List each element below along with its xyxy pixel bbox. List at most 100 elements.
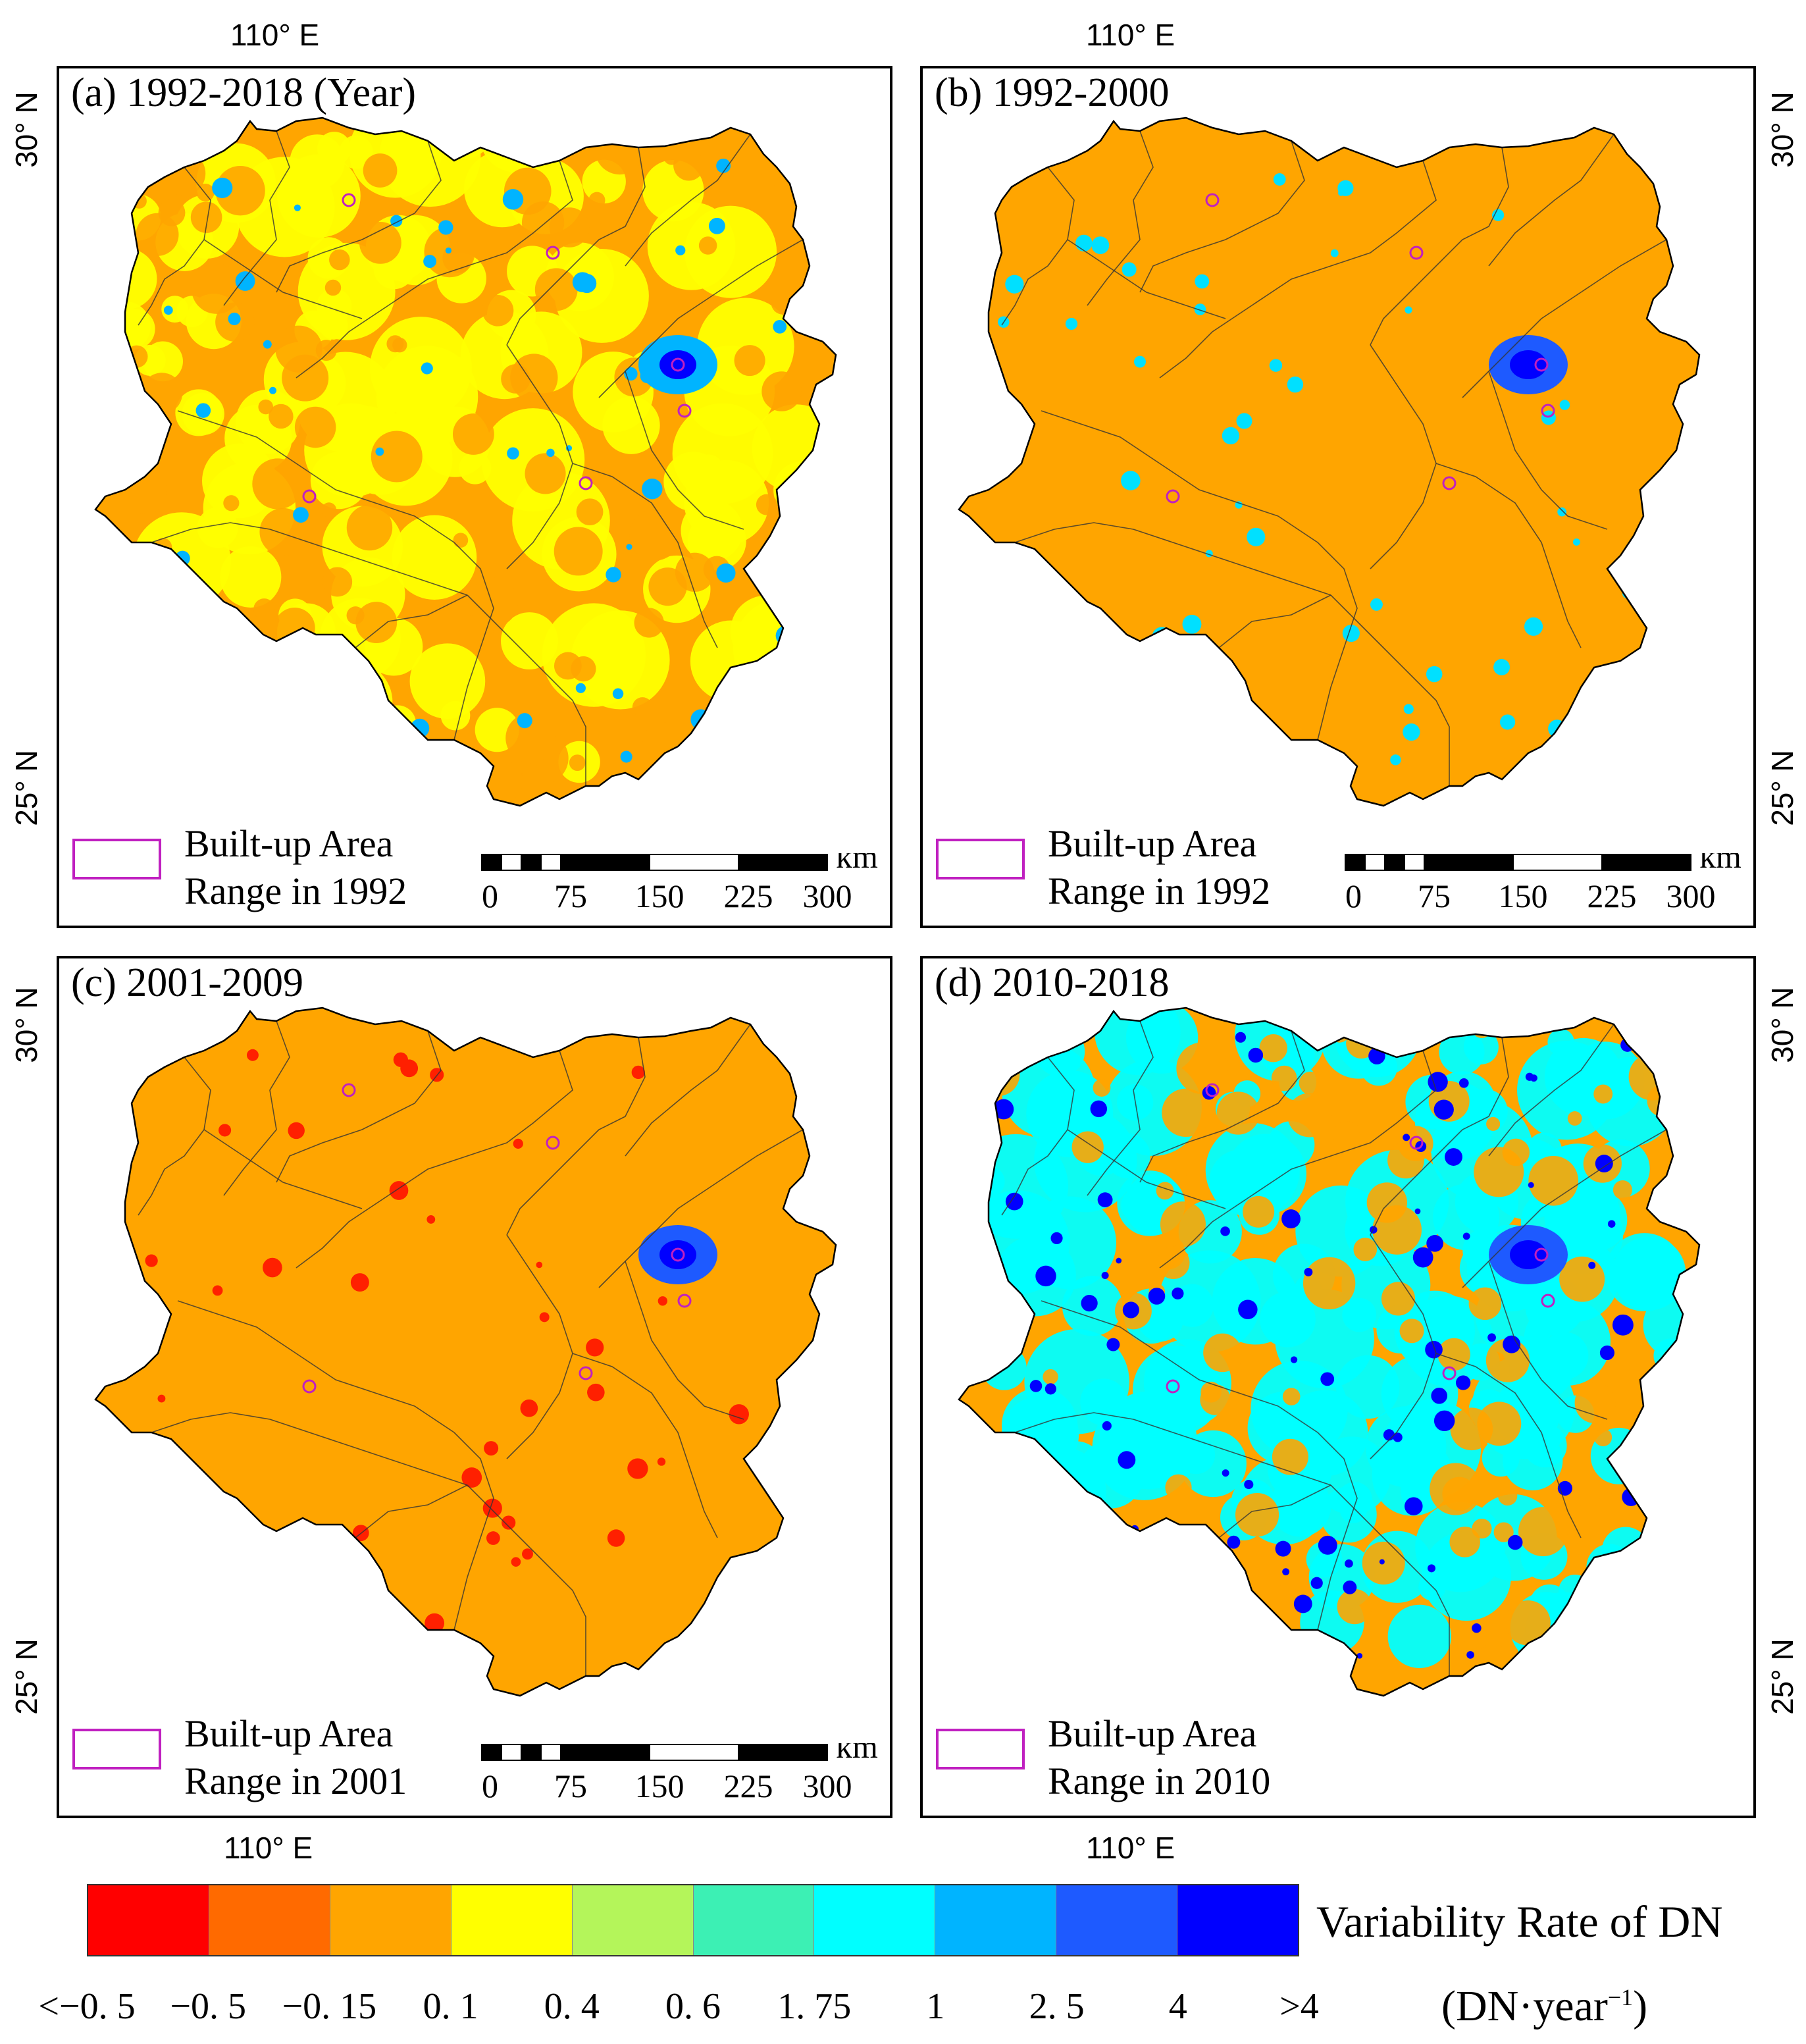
raster-patch — [1172, 1168, 1187, 1183]
raster-patch — [1243, 1195, 1275, 1228]
raster-patch — [376, 346, 478, 448]
hotspot — [1405, 306, 1412, 314]
hotspot — [445, 1646, 462, 1664]
county-border — [1370, 147, 1509, 346]
hotspot — [1455, 1375, 1471, 1390]
raster-patch — [1158, 1250, 1261, 1353]
hotspot — [294, 204, 301, 211]
panel-title: (a) 1992-2018 (Year) — [71, 70, 417, 115]
raster-patch — [161, 151, 206, 196]
hotspot — [1290, 1356, 1298, 1363]
built-up-legend-swatch — [72, 839, 161, 879]
hotspot — [1525, 1072, 1534, 1081]
county-border — [203, 239, 363, 319]
hotspot — [1403, 723, 1420, 741]
raster-patch — [1259, 1034, 1287, 1062]
hotspot — [1189, 706, 1207, 724]
colorbar-cell — [451, 1885, 573, 1955]
raster-patch — [192, 763, 222, 793]
hotspot — [1182, 614, 1202, 634]
county-border — [414, 515, 494, 741]
raster-patch — [1017, 1638, 1055, 1676]
hotspot — [513, 1138, 523, 1149]
built-up-outline — [677, 1294, 692, 1308]
hotspot — [1426, 1234, 1443, 1252]
raster-patch — [224, 673, 326, 775]
scale-tick-label: 0 — [482, 878, 498, 914]
hotspot — [281, 762, 298, 779]
raster-patch — [1240, 1625, 1308, 1692]
raster-patch — [1162, 1088, 1210, 1138]
raster-patch — [1612, 1180, 1632, 1200]
county-border — [1139, 1030, 1305, 1183]
raster-patch — [974, 1637, 1003, 1666]
hotspot — [1370, 598, 1383, 611]
raster-patch — [981, 1345, 1027, 1390]
lat-label-right-d-north: 30° N — [1765, 987, 1799, 1063]
raster-patch — [215, 165, 265, 216]
county-border — [296, 160, 573, 379]
hotspot — [246, 1049, 259, 1061]
county-border — [1435, 463, 1582, 648]
hotspot — [1493, 659, 1510, 675]
hotspot — [1599, 1345, 1615, 1361]
raster-patch — [344, 758, 376, 791]
raster-patch — [698, 742, 746, 789]
colorbar-label: 0. 6 — [665, 1986, 721, 2027]
hotspot — [642, 479, 663, 500]
county-border — [1067, 1129, 1226, 1209]
hotspot — [1645, 1552, 1666, 1573]
city-core — [1510, 1240, 1547, 1269]
hotspot — [1607, 1220, 1616, 1228]
built-up-outline — [1205, 1083, 1220, 1097]
hotspot — [1428, 1072, 1448, 1092]
hotspot — [502, 189, 524, 210]
raster-patch — [981, 1431, 1056, 1506]
hotspot — [228, 312, 241, 326]
built-up-outline — [671, 1247, 685, 1262]
scale-bar: km 0 75 150 225 300 — [481, 853, 878, 914]
hotspot — [1293, 1594, 1312, 1613]
hotspot — [517, 713, 532, 729]
raster-patch — [698, 236, 717, 255]
county-border — [151, 1412, 468, 1486]
hotspot — [1003, 1583, 1021, 1602]
raster-patch — [468, 577, 518, 627]
hotspot — [520, 1399, 538, 1417]
hotspot — [1081, 1295, 1098, 1312]
hotspot — [1172, 1287, 1184, 1299]
scale-tick-label: 75 — [1418, 878, 1451, 914]
colorbar-cell — [330, 1885, 452, 1955]
hotspot — [147, 1448, 154, 1455]
county-border — [1277, 1405, 1358, 1631]
hotspot — [1595, 1155, 1613, 1173]
raster-patch — [442, 242, 473, 273]
county-border — [138, 1057, 211, 1216]
raster-patch — [1337, 1588, 1372, 1625]
colorbar-label: 1. 75 — [777, 1986, 852, 2027]
raster-patch — [296, 756, 327, 788]
raster-patch — [985, 1589, 1026, 1630]
map-fill-group — [959, 118, 1699, 806]
raster-patch — [1647, 1084, 1680, 1117]
map-panel-b: (b) 1992-2000 Built-up Area Range in 199… — [920, 66, 1756, 928]
hotspot — [1143, 747, 1158, 761]
county-border — [1159, 1050, 1437, 1269]
city-core — [659, 350, 696, 379]
raster-patch — [1138, 1583, 1237, 1681]
colorbar-label: 4 — [1168, 1986, 1187, 2027]
raster-patch — [1574, 1382, 1616, 1424]
hotspot — [511, 1557, 521, 1567]
hotspot — [1390, 754, 1401, 766]
hotspot — [539, 1312, 550, 1323]
raster-patch — [1593, 1084, 1613, 1104]
raster-patch — [1022, 1607, 1110, 1694]
raster-patch — [1024, 1329, 1129, 1434]
raster-patch — [1156, 1182, 1174, 1200]
hotspot — [1393, 1432, 1403, 1442]
built-up-outline — [579, 1366, 593, 1380]
raster-patch — [975, 1052, 1020, 1097]
scale-tick-label: 225 — [724, 1768, 773, 1804]
raster-patch — [392, 515, 477, 600]
raster-patch — [1312, 1436, 1391, 1515]
